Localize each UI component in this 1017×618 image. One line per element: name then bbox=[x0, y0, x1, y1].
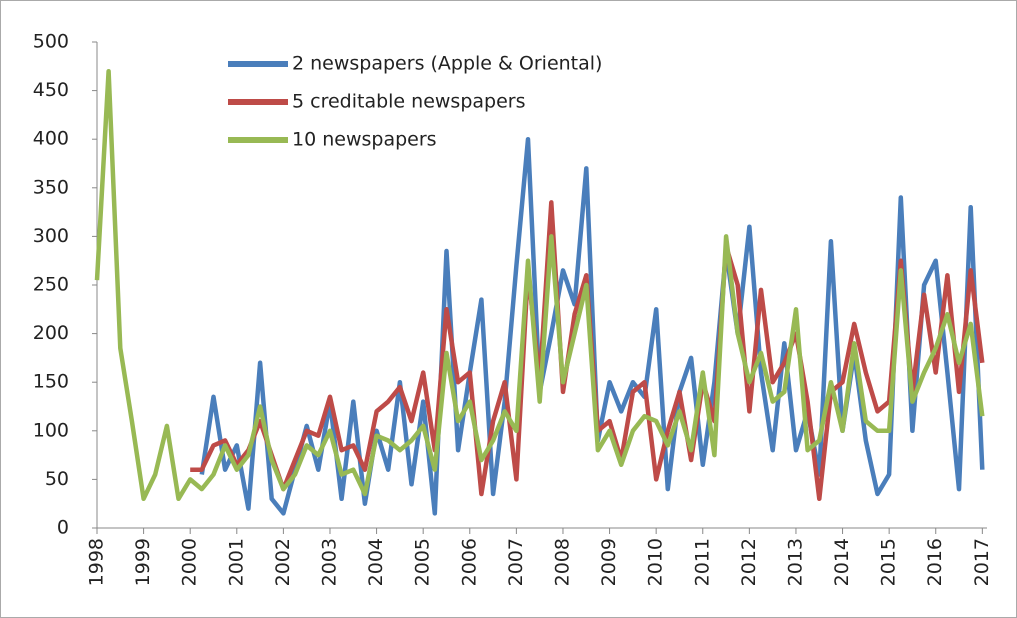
x-tick-label: 2008 bbox=[551, 538, 573, 586]
x-tick-label: 2005 bbox=[412, 538, 434, 586]
y-tick-label: 150 bbox=[33, 371, 69, 393]
x-tick-label: 2010 bbox=[645, 538, 667, 586]
y-tick-label: 0 bbox=[57, 517, 69, 539]
x-tick-label: 2002 bbox=[272, 538, 294, 586]
y-tick-label: 50 bbox=[45, 468, 69, 490]
y-tick-label: 200 bbox=[33, 322, 69, 344]
x-tick-label: 2000 bbox=[179, 538, 201, 586]
y-tick-label: 250 bbox=[33, 274, 69, 296]
x-tick-label: 2007 bbox=[505, 538, 527, 586]
x-tick-label: 1999 bbox=[132, 538, 154, 586]
x-tick-label: 2012 bbox=[738, 538, 760, 586]
x-tick-label: 2001 bbox=[225, 538, 247, 586]
x-tick-label: 1998 bbox=[86, 538, 108, 586]
data-line bbox=[94, 68, 985, 502]
legend-label: 10 newspapers bbox=[292, 129, 437, 151]
y-tick-label: 350 bbox=[33, 176, 69, 198]
legend-label: 2 newspapers (Apple & Oriental) bbox=[292, 53, 602, 75]
x-tick-label: 2011 bbox=[691, 538, 713, 586]
x-tick-label: 2016 bbox=[924, 538, 946, 586]
x-tick-label: 2004 bbox=[365, 538, 387, 586]
y-tick-label: 100 bbox=[33, 419, 69, 441]
y-tick-label: 450 bbox=[33, 79, 69, 101]
y-tick-label: 400 bbox=[33, 128, 69, 150]
y-tick-label: 500 bbox=[33, 31, 69, 53]
x-tick-label: 2017 bbox=[971, 538, 993, 586]
x-tick-label: 2013 bbox=[784, 538, 806, 586]
x-tick-label: 2006 bbox=[458, 538, 480, 586]
legend-label: 5 creditable newspapers bbox=[292, 91, 526, 113]
x-tick-label: 2009 bbox=[598, 538, 620, 586]
x-tick-label: 2003 bbox=[318, 538, 340, 586]
data-line bbox=[190, 200, 985, 502]
x-tick-label: 2015 bbox=[878, 538, 900, 586]
y-tick-label: 300 bbox=[33, 225, 69, 247]
x-tick-label: 2014 bbox=[831, 538, 853, 586]
